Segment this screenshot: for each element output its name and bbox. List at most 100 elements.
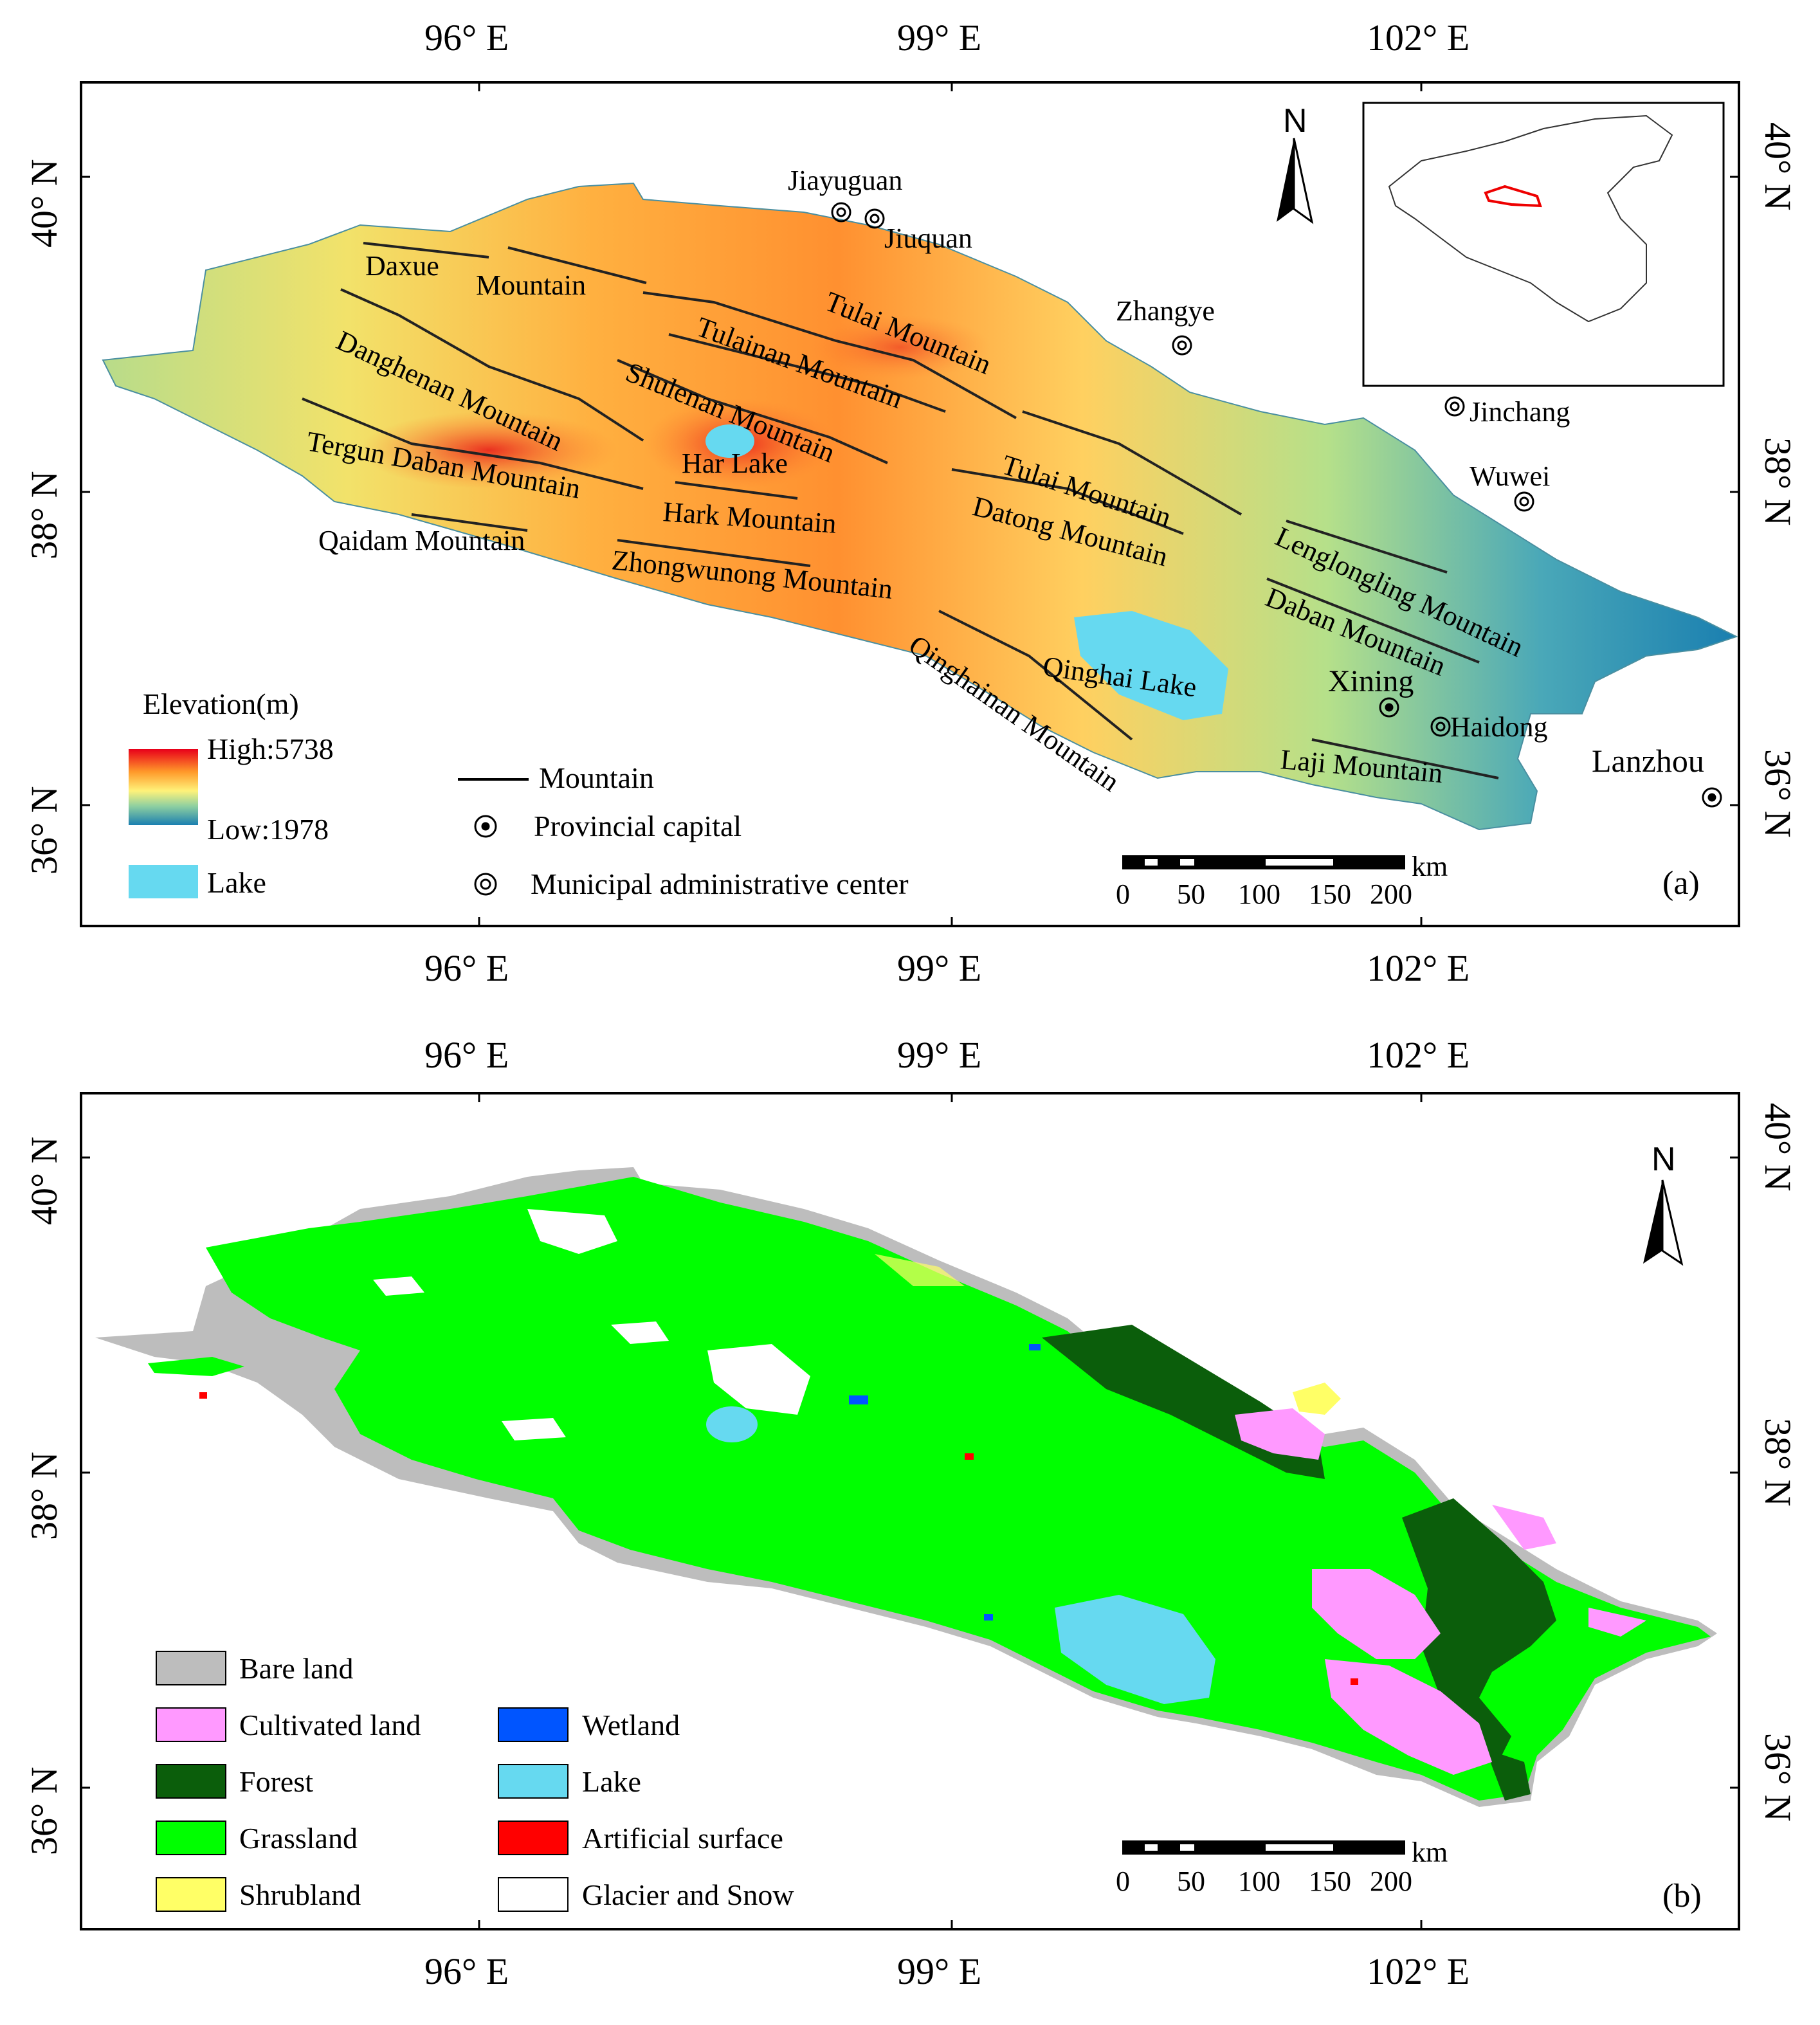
study-area-elevation bbox=[102, 182, 1738, 831]
axis-label: 38° N bbox=[23, 1451, 65, 1540]
axis-label: 40° N bbox=[23, 159, 65, 248]
china-outline bbox=[1388, 114, 1673, 323]
landcover-legend: Bare land Cultivated land Forest Grassla… bbox=[156, 1651, 794, 1912]
axis-label: 40° N bbox=[1757, 1103, 1799, 1192]
legend-swatch-wetland bbox=[498, 1707, 569, 1742]
legend-swatch-forest bbox=[156, 1764, 226, 1799]
cultivated-area bbox=[1235, 1408, 1325, 1460]
axis-label: 99° E bbox=[897, 1034, 981, 1076]
city-label-jinchang: Jinchang bbox=[1470, 396, 1570, 428]
axis-label: 96° E bbox=[424, 1034, 509, 1076]
axis-label: 38° N bbox=[1757, 437, 1799, 526]
provincial-capital-marker bbox=[1702, 787, 1722, 808]
city-labels: Jiayuguan Jiuquan Zhangye Jinchang Wuwei… bbox=[788, 165, 1704, 779]
glacier-area bbox=[527, 1209, 617, 1254]
elevation-color-ramp bbox=[129, 749, 198, 825]
cultivated-area bbox=[1588, 1608, 1646, 1637]
cultivated-area bbox=[1492, 1505, 1556, 1550]
har-lake bbox=[706, 1406, 758, 1442]
panel-b-ticks bbox=[81, 1093, 1739, 1929]
legend-swatch-cultivated-land bbox=[156, 1707, 226, 1742]
wetland-area bbox=[849, 1395, 868, 1404]
svg-text:Municipal administrative cente: Municipal administrative center bbox=[531, 867, 909, 900]
high-elevation-zone bbox=[810, 315, 990, 379]
elevation-legend: Elevation(m) High:5738 Low:1978 Lake Mou… bbox=[129, 687, 909, 900]
svg-text:Provincial capital: Provincial capital bbox=[534, 810, 742, 842]
svg-text:Forest: Forest bbox=[239, 1765, 313, 1798]
city-label-zhangye: Zhangye bbox=[1116, 295, 1215, 327]
svg-text:150: 150 bbox=[1309, 878, 1351, 910]
panel-a-ticks bbox=[81, 82, 1739, 926]
svg-text:0: 0 bbox=[1116, 1866, 1130, 1897]
axis-label: 36° N bbox=[23, 1766, 65, 1855]
svg-text:100: 100 bbox=[1238, 1866, 1280, 1897]
municipal-center-marker bbox=[831, 202, 851, 222]
shrubland-area bbox=[875, 1254, 965, 1286]
svg-text:Elevation(m): Elevation(m) bbox=[143, 687, 299, 720]
city-label-wuwei: Wuwei bbox=[1470, 460, 1550, 492]
artificial-surface-area bbox=[199, 1392, 207, 1399]
axis-label: 38° N bbox=[23, 471, 65, 559]
mountain-label: Qaidam Mountain bbox=[318, 525, 525, 556]
panel-a-frame bbox=[80, 81, 1740, 927]
inset-frame bbox=[1362, 102, 1725, 387]
svg-text:0: 0 bbox=[1116, 878, 1130, 910]
legend-swatch-bare-land bbox=[156, 1651, 226, 1685]
svg-text:km: km bbox=[1412, 1837, 1448, 1868]
municipal-center-marker bbox=[1444, 396, 1465, 417]
municipal-center-marker bbox=[1430, 716, 1451, 737]
glacier-area bbox=[502, 1418, 566, 1440]
axis-label: 99° E bbox=[897, 17, 981, 59]
municipal-center-marker bbox=[864, 208, 885, 229]
svg-text:50: 50 bbox=[1177, 878, 1205, 910]
panel-a-tag: (a) bbox=[1662, 865, 1700, 902]
svg-text:Bare land: Bare land bbox=[239, 1652, 354, 1685]
axis-label: 102° E bbox=[1367, 947, 1470, 989]
legend-swatch-glacier-snow bbox=[498, 1877, 569, 1912]
svg-text:Low:1978: Low:1978 bbox=[207, 813, 329, 846]
artificial-surface-area bbox=[965, 1453, 974, 1460]
lake-label: Har Lake bbox=[682, 448, 788, 479]
high-elevation-zone bbox=[360, 412, 617, 489]
wetland-area bbox=[984, 1614, 993, 1621]
svg-text:N: N bbox=[1652, 1141, 1676, 1178]
panel-b-axes: 96° E 99° E 102° E 96° E 99° E 102° E 40… bbox=[23, 1034, 1799, 1992]
artificial-surface-area bbox=[1351, 1678, 1358, 1685]
svg-text:Glacier and Snow: Glacier and Snow bbox=[582, 1878, 794, 1911]
svg-text:Lake: Lake bbox=[207, 866, 266, 899]
north-arrow: N bbox=[1277, 102, 1314, 224]
legend-swatch-shrubland bbox=[156, 1877, 226, 1912]
city-label-jiayuguan: Jiayuguan bbox=[788, 165, 902, 196]
provincial-capital-marker bbox=[1379, 697, 1399, 718]
city-label-lanzhou: Lanzhou bbox=[1592, 743, 1704, 779]
svg-text:Lake: Lake bbox=[582, 1765, 641, 1798]
mountain-lines bbox=[302, 242, 1499, 779]
svg-text:Artificial surface: Artificial surface bbox=[582, 1822, 783, 1855]
scale-bar: km 0 50 100 150 200 bbox=[1116, 851, 1448, 910]
north-arrow: N bbox=[1643, 1141, 1684, 1266]
panel-a: Daxue Mountain Tulai Mountain Tulainan M… bbox=[80, 81, 1740, 927]
svg-text:200: 200 bbox=[1370, 1866, 1412, 1897]
svg-text:Shrubland: Shrubland bbox=[239, 1878, 361, 1911]
panel-b-frame bbox=[80, 1092, 1740, 1930]
axis-label: 38° N bbox=[1757, 1418, 1799, 1507]
scale-bar: km 0 50 100 150 200 bbox=[1116, 1837, 1448, 1897]
svg-text:Mountain: Mountain bbox=[539, 761, 654, 794]
har-lake-shape bbox=[705, 424, 754, 458]
municipal-center-marker bbox=[1514, 491, 1534, 512]
city-label-jiuquan: Jiuquan bbox=[884, 222, 972, 254]
glacier-area bbox=[373, 1276, 424, 1296]
svg-text:Cultivated land: Cultivated land bbox=[239, 1709, 421, 1741]
glacier-area bbox=[611, 1321, 669, 1344]
mountain-label: Mountain bbox=[476, 269, 586, 301]
axis-label: 102° E bbox=[1367, 1034, 1470, 1076]
city-label-haidong: Haidong bbox=[1450, 711, 1548, 743]
inset-map-china bbox=[1362, 102, 1725, 387]
axis-label: 36° N bbox=[1757, 749, 1799, 838]
axis-label: 96° E bbox=[424, 1950, 509, 1992]
legend-swatch-artificial-surface bbox=[498, 1821, 569, 1855]
city-label-xining: Xining bbox=[1328, 664, 1414, 698]
svg-text:High:5738: High:5738 bbox=[207, 732, 334, 765]
axis-label: 36° N bbox=[1757, 1733, 1799, 1822]
